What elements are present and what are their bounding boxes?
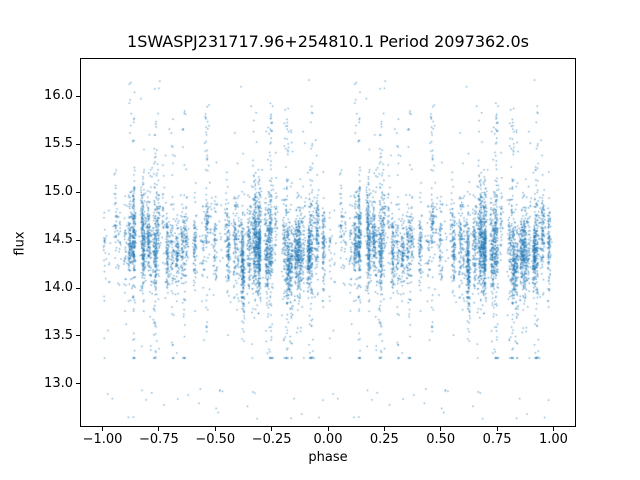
y-tick-mark: [76, 383, 80, 385]
x-tick-mark: [158, 427, 160, 431]
plot-area: −1.00 −0.75 −0.50 −0.25 0.00 0.25 0.50 0.75 1.00…: [44, 58, 576, 447]
x-tick-mark: [440, 427, 442, 431]
x-tick-label: 0.75: [482, 432, 512, 447]
y-tick-label: 14.0: [44, 280, 73, 296]
x-tick-mark: [552, 427, 554, 431]
x-tick-label: −0.75: [138, 432, 179, 447]
x-tick-mark: [327, 427, 329, 431]
x-tick-label: −0.25: [251, 432, 292, 447]
y-tick-label: 15.5: [44, 136, 73, 152]
y-tick-mark: [76, 239, 80, 241]
x-tick-label: 0.25: [369, 432, 399, 447]
x-tick-mark: [214, 427, 216, 431]
x-tick-mark: [383, 427, 385, 431]
y-tick-label: 16.0: [44, 88, 73, 104]
y-tick-mark: [76, 287, 80, 289]
scatter-points-canvas: [80, 58, 576, 427]
x-tick-label: 0.50: [426, 432, 456, 447]
x-tick-mark: [496, 427, 498, 431]
x-tick-label: 0.00: [313, 432, 343, 447]
chart-title: 1SWASPJ231717.96+254810.1 Period 2097362…: [127, 32, 529, 51]
x-tick-label: −1.00: [82, 432, 123, 447]
x-tick-label: −0.50: [195, 432, 236, 447]
y-tick-mark: [76, 95, 80, 97]
y-tick-label: 13.5: [44, 327, 73, 343]
y-tick-mark: [76, 191, 80, 193]
y-tick-mark: [76, 335, 80, 337]
y-tick-mark: [76, 143, 80, 145]
x-axis-label: phase: [308, 450, 348, 465]
x-tick-label: 1.00: [538, 432, 568, 447]
x-tick-mark: [271, 427, 273, 431]
x-tick-mark: [102, 427, 104, 431]
y-tick-label: 14.5: [44, 232, 73, 248]
y-axis-label: flux: [12, 231, 28, 256]
y-tick-label: 15.0: [44, 184, 73, 200]
y-tick-label: 13.0: [44, 375, 73, 391]
